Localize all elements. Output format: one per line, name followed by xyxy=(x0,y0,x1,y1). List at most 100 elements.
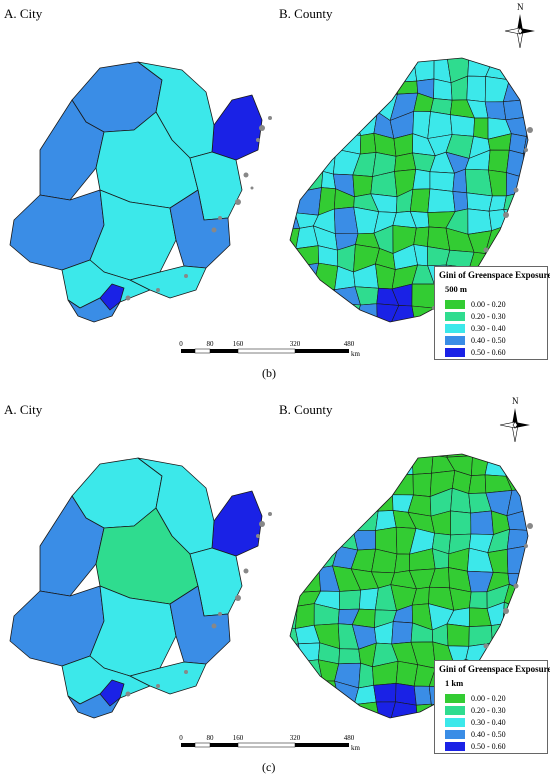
county-region xyxy=(299,526,315,553)
county-region xyxy=(290,526,301,553)
svg-text:320: 320 xyxy=(290,340,301,348)
county-region xyxy=(312,113,334,133)
county-region xyxy=(523,586,528,611)
legend-title: Gini of Greenspace Exposure xyxy=(439,664,550,674)
county-region xyxy=(290,284,295,309)
county-region xyxy=(294,187,322,216)
county-region xyxy=(352,111,378,136)
scale-bar: 0 80 160 320 480 km xyxy=(179,340,361,358)
county-region xyxy=(465,168,493,197)
county-region xyxy=(522,454,528,460)
county-region xyxy=(313,58,336,62)
county-region xyxy=(334,436,358,453)
county-region xyxy=(333,73,359,101)
svg-text:km: km xyxy=(351,744,361,752)
legend-item: 0.20 - 0.30 xyxy=(445,705,506,715)
city-map xyxy=(9,457,272,719)
county-region xyxy=(319,493,342,514)
county-region xyxy=(502,99,528,121)
county-region xyxy=(523,58,528,83)
county-region xyxy=(502,250,528,267)
county-region xyxy=(294,300,322,322)
region-se xyxy=(169,189,231,269)
svg-text:160: 160 xyxy=(233,340,244,348)
legend-title: Gini of Greenspace Exposure xyxy=(439,270,550,280)
region-w xyxy=(9,189,105,271)
county-region xyxy=(312,532,339,551)
legend-item: 0.50 - 0.60 xyxy=(445,347,506,357)
county-region xyxy=(358,489,379,514)
county-region xyxy=(373,682,397,703)
county-region xyxy=(290,455,300,472)
county-region xyxy=(318,148,337,175)
county-region xyxy=(413,226,430,247)
county-region xyxy=(412,472,432,497)
county-region xyxy=(484,58,513,61)
svg-text:km: km xyxy=(351,350,361,358)
county-region xyxy=(530,187,546,213)
county-region xyxy=(488,149,510,173)
county-region xyxy=(523,605,528,630)
county-region xyxy=(446,623,470,647)
county-region xyxy=(507,224,528,254)
figure-caption: (b) xyxy=(262,366,276,380)
city-map-title: A. City xyxy=(4,402,43,417)
county-region xyxy=(319,300,336,322)
county-region xyxy=(433,78,453,101)
county-map-title: B. County xyxy=(279,6,333,21)
county-region xyxy=(389,701,418,718)
county-region xyxy=(280,40,303,57)
county-region xyxy=(320,454,343,477)
county-region xyxy=(371,58,398,83)
county-region xyxy=(320,436,336,453)
county-region xyxy=(293,110,316,139)
region-ne xyxy=(211,94,263,161)
county-region xyxy=(525,624,528,648)
svg-text:80: 80 xyxy=(207,734,215,742)
svg-text:N: N xyxy=(517,2,524,12)
county-region xyxy=(375,701,396,718)
county-region xyxy=(391,621,413,645)
county-region xyxy=(470,510,494,535)
county-region xyxy=(526,112,528,138)
county-region xyxy=(502,454,524,460)
county-region xyxy=(394,152,417,172)
county-region xyxy=(484,101,507,121)
county-region xyxy=(506,172,528,197)
county-region xyxy=(467,40,494,58)
county-region xyxy=(290,191,299,214)
figure-caption: (c) xyxy=(262,760,276,774)
coastal-islands xyxy=(125,116,272,301)
county-region xyxy=(450,510,472,536)
county-polygons xyxy=(280,40,546,322)
region-ss xyxy=(129,265,207,299)
county-region xyxy=(525,210,528,230)
county-region xyxy=(335,303,361,322)
county-region xyxy=(466,75,486,103)
county-region xyxy=(352,510,379,531)
county-region xyxy=(298,156,324,173)
county-region xyxy=(523,151,528,179)
county-region xyxy=(290,304,301,322)
county-region xyxy=(370,473,393,499)
county-region xyxy=(290,678,304,701)
county-region xyxy=(392,454,413,459)
county-region xyxy=(358,662,374,689)
county-region xyxy=(350,62,373,81)
city-map-title: A. City xyxy=(4,6,43,21)
county-map-title: B. County xyxy=(279,402,333,417)
county-region xyxy=(485,58,510,81)
county-region xyxy=(467,208,492,235)
county-region xyxy=(298,471,323,495)
county-region xyxy=(338,589,361,610)
county-region xyxy=(290,697,302,718)
county-region xyxy=(528,471,546,494)
svg-text:160: 160 xyxy=(233,734,244,742)
county-region xyxy=(297,58,318,82)
county-region xyxy=(298,493,323,515)
county-region xyxy=(290,157,304,179)
county-region xyxy=(427,188,456,213)
county-region xyxy=(370,457,393,476)
county-region xyxy=(522,458,528,474)
county-region xyxy=(298,58,323,62)
